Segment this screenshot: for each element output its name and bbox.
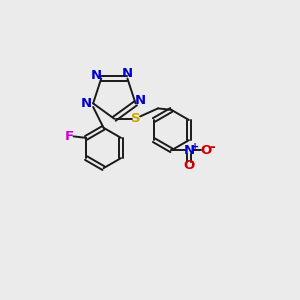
Text: +: + — [190, 142, 199, 152]
Text: -: - — [209, 140, 215, 154]
Text: N: N — [81, 97, 92, 110]
Text: O: O — [184, 159, 195, 172]
Text: F: F — [64, 130, 74, 143]
Text: N: N — [91, 69, 102, 82]
Text: S: S — [131, 112, 140, 125]
Text: N: N — [122, 67, 133, 80]
Text: N: N — [134, 94, 146, 107]
Text: N: N — [184, 144, 195, 157]
Text: O: O — [200, 144, 211, 157]
